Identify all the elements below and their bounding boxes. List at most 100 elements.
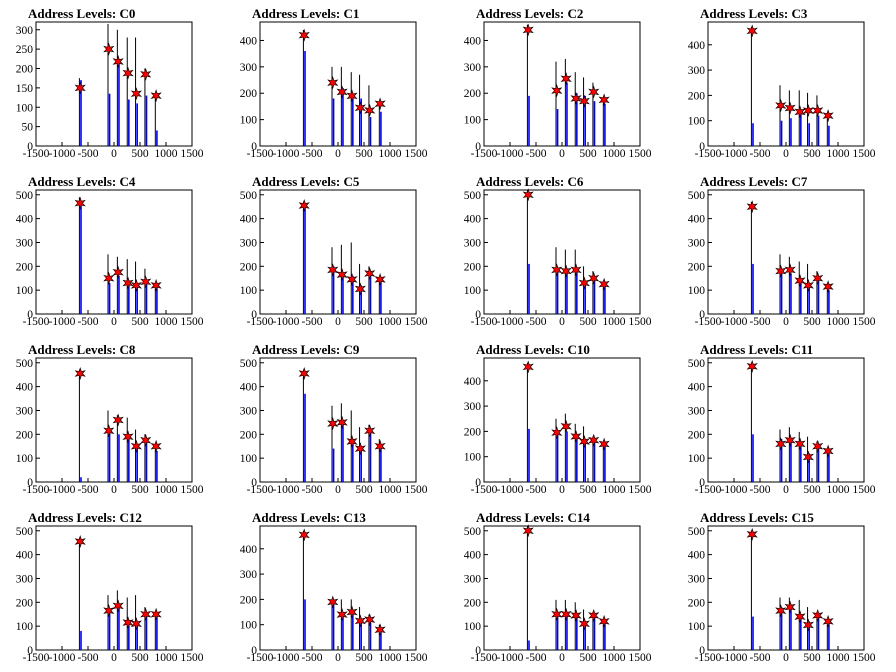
peak-marker-icon — [354, 442, 366, 456]
peak-marker-icon — [578, 617, 590, 631]
chart-title: Address Levels: C4 — [28, 174, 136, 189]
peak-marker-icon — [588, 433, 600, 447]
x-tick-label: 500 — [803, 484, 821, 496]
peak-marker-icon — [150, 278, 162, 292]
x-tick-label: -1500 — [23, 652, 50, 664]
peak-marker-icon — [560, 264, 572, 278]
chart-svg: 0 50 100 150 200 250 300 -1500 -1000 -500 0 500 1000… — [16, 21, 204, 160]
x-tick-label: 1500 — [629, 484, 652, 496]
y-tick-label: 300 — [16, 237, 34, 249]
y-tick-label: 0 — [699, 645, 705, 657]
x-tick-label: -500 — [749, 652, 770, 664]
x-tick-label: -500 — [749, 316, 770, 328]
y-tick-label: 400 — [464, 35, 482, 47]
peak-marker-icon — [74, 367, 86, 380]
y-tick-label: 100 — [688, 285, 706, 297]
x-tick-label: 0 — [559, 484, 565, 496]
peak-marker-icon — [812, 439, 824, 453]
y-tick-label: 400 — [240, 214, 258, 226]
chart-title: Address Levels: C14 — [476, 510, 590, 525]
x-tick-label: 1000 — [827, 484, 850, 496]
x-tick-label: 0 — [335, 652, 341, 664]
x-tick-label: -500 — [301, 316, 322, 328]
x-tick-label: 1000 — [603, 148, 626, 160]
peak-marker-icon — [588, 608, 600, 622]
y-tick-label: 200 — [240, 88, 258, 100]
x-tick-label: 500 — [803, 148, 821, 160]
x-tick-label: 1500 — [853, 148, 876, 160]
y-tick-label: 0 — [699, 141, 705, 153]
x-tick-label: 1000 — [379, 316, 402, 328]
peak-marker-icon — [346, 89, 358, 103]
peak-marker-icon — [354, 101, 366, 115]
y-tick-label: 200 — [464, 88, 482, 100]
peak-marker-icon — [578, 276, 590, 290]
chart-panel: 0 100 200 300 400 500 -1500 -1000 -500 0 500 1000 15… — [672, 168, 896, 336]
y-tick-label: 0 — [251, 309, 257, 321]
x-tick-label: 1000 — [827, 316, 850, 328]
x-tick-label: -500 — [301, 148, 322, 160]
y-tick-label: 100 — [16, 453, 34, 465]
x-tick-label: -500 — [525, 316, 546, 328]
peak-marker-icon — [354, 614, 366, 628]
y-tick-label: 100 — [464, 621, 482, 633]
x-tick-label: 1500 — [181, 652, 204, 664]
x-tick-label: 1000 — [603, 652, 626, 664]
chart-title: Address Levels: C3 — [700, 6, 808, 21]
x-tick-label: 500 — [131, 148, 149, 160]
x-tick-label: -1500 — [23, 484, 50, 496]
peak-marker-icon — [140, 67, 152, 81]
peak-marker-icon — [150, 439, 162, 453]
chart-svg: 0 100 200 300 400 -1500 -1000 -500 0 500 1000 1500 — [240, 21, 428, 160]
peak-marker-icon — [122, 66, 134, 80]
peak-marker-icon — [551, 426, 563, 440]
peak-marker-icon — [298, 28, 310, 42]
y-tick-label: 100 — [688, 621, 706, 633]
y-tick-label: 200 — [16, 429, 34, 441]
y-tick-label: 500 — [240, 190, 258, 202]
x-tick-label: -1000 — [721, 652, 748, 664]
y-tick-label: 400 — [688, 40, 706, 52]
y-tick-label: 300 — [688, 237, 706, 249]
x-tick-label: -1500 — [471, 148, 498, 160]
peak-marker-icon — [522, 360, 534, 374]
peak-marker-icon — [812, 104, 824, 118]
y-tick-label: 250 — [16, 44, 34, 56]
y-tick-label: 500 — [464, 190, 482, 202]
peak-marker-icon — [327, 595, 339, 609]
peak-marker-icon — [522, 524, 534, 538]
x-tick-label: -1000 — [497, 484, 524, 496]
plot-frame — [35, 189, 193, 315]
chart-panel: 0 100 200 300 400 500 -1500 -1000 -500 0 500 1000 15… — [672, 504, 896, 672]
x-tick-label: -1500 — [695, 148, 722, 160]
y-tick-label: 400 — [240, 544, 258, 556]
chart-panel: 0 100 200 300 400 -1500 -1000 -500 0 500 1000 1500 A… — [448, 0, 672, 168]
plot-frame — [707, 21, 865, 147]
peak-marker-icon — [746, 359, 758, 373]
x-tick-label: 1500 — [853, 652, 876, 664]
peak-marker-icon — [775, 264, 787, 278]
x-tick-label: 1000 — [827, 652, 850, 664]
y-tick-label: 200 — [240, 429, 258, 441]
y-tick-label: 0 — [475, 309, 481, 321]
x-tick-label: 500 — [355, 316, 373, 328]
y-tick-label: 500 — [464, 526, 482, 538]
y-tick-label: 100 — [240, 285, 258, 297]
peak-marker-icon — [812, 608, 824, 622]
x-tick-label: 500 — [579, 484, 597, 496]
y-tick-label: 300 — [464, 401, 482, 413]
x-tick-label: -1500 — [247, 652, 274, 664]
chart-title: Address Levels: C12 — [28, 510, 142, 525]
chart-svg: 0 100 200 300 400 -1500 -1000 -500 0 500 1000 1500 — [240, 525, 428, 664]
y-tick-label: 0 — [27, 309, 33, 321]
x-tick-label: 500 — [579, 148, 597, 160]
x-tick-label: 1500 — [405, 316, 428, 328]
peak-marker-icon — [298, 528, 310, 542]
x-tick-label: 1000 — [155, 652, 178, 664]
peak-marker-icon — [522, 23, 534, 37]
y-tick-label: 300 — [240, 569, 258, 581]
x-tick-label: 1000 — [155, 148, 178, 160]
peak-marker-icon — [374, 623, 386, 637]
y-tick-label: 400 — [240, 382, 258, 394]
chart-title: Address Levels: C7 — [700, 174, 808, 189]
